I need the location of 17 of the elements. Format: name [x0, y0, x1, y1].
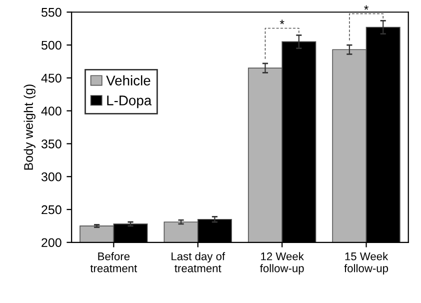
annotation: *	[280, 20, 284, 24]
x-tick-label: Last day of treatment	[172, 252, 226, 272]
x-tick-label: 15 Week follow-up	[344, 252, 388, 274]
y-tick-label: 500	[41, 40, 62, 50]
y-tick-label: 300	[41, 172, 62, 182]
legend-label: Vehicle	[106, 75, 150, 86]
y-tick-label: 400	[41, 106, 62, 116]
y-tick-label: 250	[42, 205, 62, 214]
y-tick-label: 350	[41, 140, 62, 148]
y-tick-label: 450	[41, 74, 62, 83]
x-tick-label: 12 Week follow-up	[260, 252, 304, 274]
x-tick-label: Before treatment	[90, 252, 138, 272]
legend-label: L-Dopa	[107, 96, 152, 108]
y-tick-label: 550	[41, 8, 62, 17]
text: *	[364, 5, 369, 10]
y-tick-label: 200	[42, 238, 62, 248]
y-axis-title: Body weight (g)	[24, 84, 36, 170]
